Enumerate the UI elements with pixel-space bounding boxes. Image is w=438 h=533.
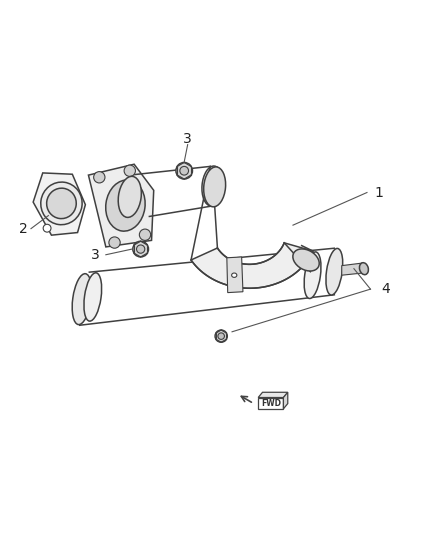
Ellipse shape bbox=[360, 263, 368, 274]
Ellipse shape bbox=[109, 237, 120, 248]
Polygon shape bbox=[258, 398, 283, 409]
Polygon shape bbox=[283, 392, 288, 409]
Ellipse shape bbox=[304, 252, 321, 298]
Polygon shape bbox=[227, 257, 243, 293]
Ellipse shape bbox=[232, 273, 237, 277]
Ellipse shape bbox=[215, 330, 227, 342]
Text: 3: 3 bbox=[91, 248, 99, 262]
Ellipse shape bbox=[133, 241, 148, 257]
Ellipse shape bbox=[118, 176, 141, 217]
Polygon shape bbox=[258, 392, 288, 398]
Text: 3: 3 bbox=[183, 132, 192, 147]
Polygon shape bbox=[191, 243, 313, 288]
Ellipse shape bbox=[176, 163, 192, 179]
Ellipse shape bbox=[218, 333, 224, 340]
Ellipse shape bbox=[43, 224, 51, 232]
Ellipse shape bbox=[180, 166, 188, 175]
Ellipse shape bbox=[124, 165, 135, 176]
Ellipse shape bbox=[293, 249, 319, 271]
Ellipse shape bbox=[84, 273, 102, 321]
Ellipse shape bbox=[94, 172, 105, 183]
Polygon shape bbox=[33, 173, 85, 235]
Polygon shape bbox=[342, 263, 363, 275]
Ellipse shape bbox=[139, 229, 151, 240]
Ellipse shape bbox=[204, 167, 226, 207]
Text: 1: 1 bbox=[375, 185, 384, 199]
Ellipse shape bbox=[202, 166, 223, 206]
Polygon shape bbox=[88, 164, 154, 247]
Ellipse shape bbox=[137, 245, 145, 253]
Ellipse shape bbox=[41, 182, 82, 225]
Ellipse shape bbox=[72, 273, 92, 325]
Text: 4: 4 bbox=[381, 282, 390, 296]
Ellipse shape bbox=[46, 188, 76, 219]
Text: FWD: FWD bbox=[261, 399, 281, 408]
Text: 2: 2 bbox=[19, 222, 28, 236]
Ellipse shape bbox=[326, 248, 343, 295]
Ellipse shape bbox=[106, 180, 145, 231]
